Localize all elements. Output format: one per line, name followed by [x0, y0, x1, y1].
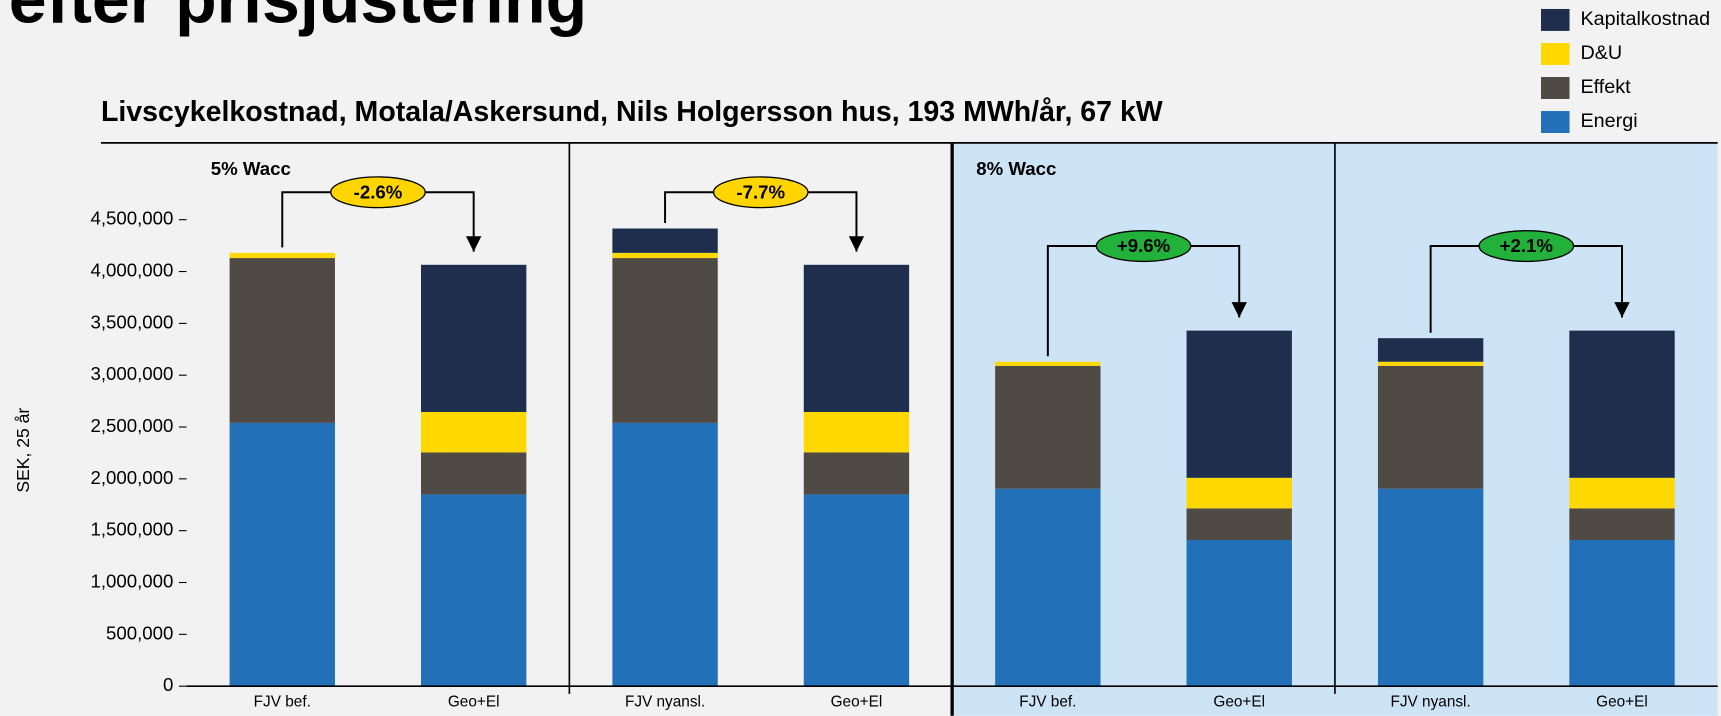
legend-swatch [1540, 77, 1570, 99]
bar-segment [229, 252, 335, 259]
legend-swatch [1540, 8, 1570, 31]
bar-segment [1377, 361, 1484, 366]
annotation-badge [1095, 230, 1192, 263]
annotation-arrow [848, 236, 865, 252]
y-tick-label: 1,000,000 [90, 570, 173, 591]
panel-label: 8% Wacc [976, 158, 1056, 179]
y-tick-label: 0 [163, 674, 173, 695]
annotation-badge [712, 176, 809, 209]
y-tick-label: 4,000,000 [90, 259, 173, 280]
bar-segment [1186, 330, 1292, 478]
annotation-label: +2.1% [1500, 235, 1554, 256]
legend-label: Energi [1581, 110, 1638, 132]
annotation-badge [1478, 230, 1575, 263]
y-tick-label: 2,500,000 [90, 415, 173, 436]
bar-segment [803, 264, 910, 412]
bar-segment [612, 258, 718, 423]
y-tick-label: 1,500,000 [90, 519, 173, 540]
legend-label: Effekt [1581, 76, 1632, 98]
annotation-arrow [1614, 302, 1630, 318]
y-tick-label: 4,500,000 [90, 208, 173, 229]
page-title: efter prisjustering [9, 0, 587, 38]
annotation-label: -7.7% [736, 181, 785, 202]
y-axis-label: SEK, 25 år [13, 408, 33, 493]
x-tick-label: FJV nyansl. [1390, 694, 1470, 711]
bar-segment [229, 422, 335, 687]
bar-segment [1377, 365, 1484, 489]
y-tick-label: 3,000,000 [90, 363, 173, 384]
legend-label: D&U [1581, 42, 1623, 64]
legend-label: Kapitalkostnad [1581, 8, 1711, 30]
annotation-label: -2.6% [354, 181, 403, 202]
annotation-badge [330, 176, 426, 209]
legend-swatch [1540, 42, 1570, 65]
x-tick-label: Geo+El [1213, 694, 1265, 711]
bar-segment [420, 452, 527, 495]
legend-swatch [1540, 111, 1570, 133]
bar-segment [1377, 488, 1484, 687]
bar-segment [229, 258, 335, 423]
bar-segment [612, 422, 718, 687]
annotation-arrow [465, 236, 482, 252]
bar-segment [1569, 508, 1675, 541]
x-tick-label: FJV bef. [254, 694, 311, 711]
bar-segment [803, 411, 910, 453]
bar-segment [1377, 338, 1484, 362]
bar-segment [995, 361, 1101, 366]
bar-segment [420, 494, 527, 687]
bar-segment [420, 264, 527, 412]
bar-segment [420, 411, 527, 453]
bar-segment [1569, 330, 1675, 478]
x-tick-label: FJV bef. [1019, 694, 1076, 711]
y-tick-label: 3,500,000 [90, 311, 173, 332]
bar-segment [612, 228, 718, 253]
bar-segment [1186, 477, 1292, 509]
x-tick-label: Geo+El [1596, 694, 1648, 711]
x-tick-label: Geo+El [831, 694, 883, 711]
bar-segment [1186, 508, 1292, 541]
bar-segment [803, 452, 910, 495]
y-tick-label: 500,000 [106, 622, 173, 643]
bar-segment [995, 365, 1101, 489]
bar-segment [803, 494, 910, 687]
bar-segment [1569, 540, 1675, 687]
annotation-arrow [1231, 302, 1247, 318]
bar-segment [1569, 477, 1675, 509]
bar-segment [612, 252, 718, 259]
chart-title: Livscykelkostnad, Motala/Askersund, Nils… [101, 96, 1163, 128]
panel-label: 5% Wacc [211, 158, 291, 179]
x-tick-label: FJV nyansl. [625, 694, 705, 711]
annotation-label: +9.6% [1117, 235, 1171, 256]
y-tick-label: 2,000,000 [90, 467, 173, 488]
x-tick-label: Geo+El [448, 694, 500, 711]
bar-segment [1186, 540, 1292, 687]
bar-segment [995, 488, 1101, 687]
